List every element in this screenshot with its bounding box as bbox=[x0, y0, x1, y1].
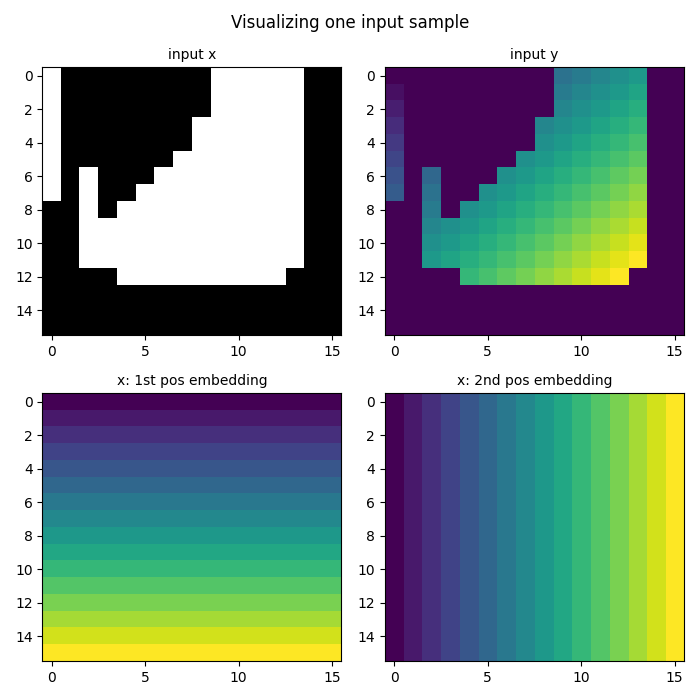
Title: input y: input y bbox=[510, 48, 559, 62]
Title: input x: input x bbox=[168, 48, 216, 62]
Title: x: 1st pos embedding: x: 1st pos embedding bbox=[117, 374, 267, 388]
Title: x: 2nd pos embedding: x: 2nd pos embedding bbox=[456, 374, 612, 388]
Text: Visualizing one input sample: Visualizing one input sample bbox=[231, 14, 469, 32]
